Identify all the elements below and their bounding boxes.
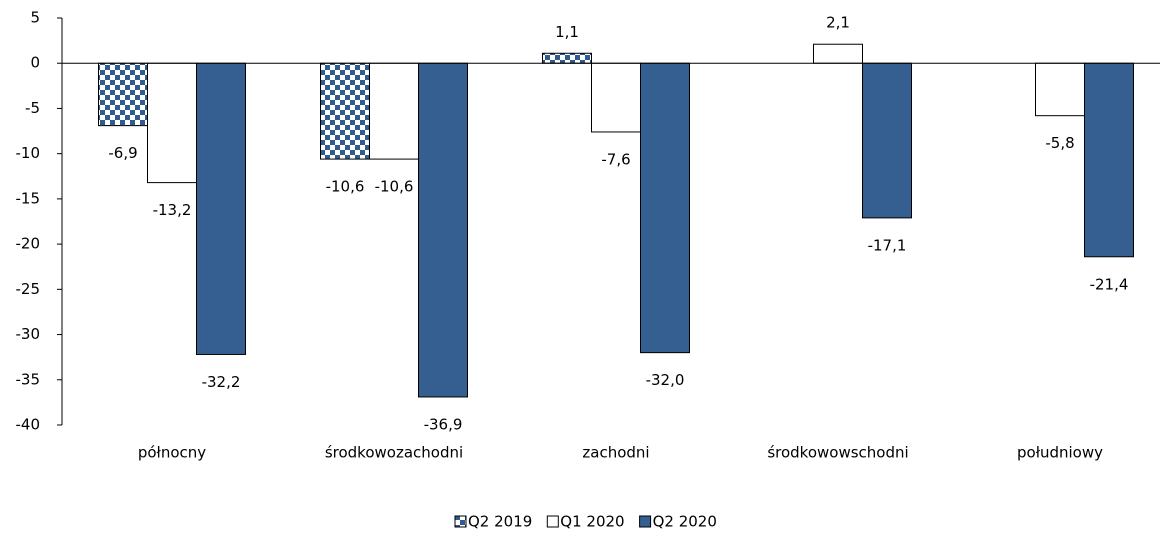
x-tick-label: środkowozachodni: [325, 444, 463, 462]
x-tick-label: północny: [138, 444, 206, 462]
x-tick-label: południowy: [1017, 444, 1103, 462]
bar: [1084, 62, 1134, 258]
bar: [147, 62, 197, 184]
data-label: -32,0: [646, 371, 685, 389]
legend-label: Q2 2019: [468, 513, 532, 531]
x-tick-label: środkowowschodni: [767, 444, 908, 462]
y-tick-label: -35: [16, 370, 41, 388]
data-label: -6,9: [108, 144, 137, 162]
y-tick-label: -25: [16, 280, 41, 298]
data-label: -13,2: [153, 201, 192, 219]
bar: [813, 43, 863, 64]
bar: [418, 62, 468, 398]
y-tick-label: -15: [16, 189, 41, 207]
data-label: -17,1: [868, 236, 907, 254]
y-tick-label: -20: [16, 235, 41, 253]
bar: [591, 62, 641, 133]
bar: [320, 62, 370, 160]
y-tick-label: -5: [25, 99, 40, 117]
legend-label: Q2 2020: [653, 513, 717, 531]
data-label: -5,8: [1045, 134, 1074, 152]
data-label: -10,6: [326, 178, 365, 196]
data-label: 1,1: [555, 23, 579, 41]
x-tick-label: zachodni: [582, 444, 649, 462]
data-label: -7,6: [601, 150, 630, 168]
bar: [640, 62, 690, 354]
bar: [98, 62, 148, 127]
y-tick-label: 0: [30, 54, 40, 72]
data-label: -10,6: [375, 178, 414, 196]
bar: [862, 62, 912, 219]
legend-swatch: [454, 515, 467, 528]
y-tick-label: -40: [16, 416, 41, 434]
legend-label: Q1 2020: [560, 513, 624, 531]
y-tick-label: -30: [16, 325, 41, 343]
bar: [1035, 62, 1085, 117]
legend-swatch: [546, 515, 559, 528]
data-label: -21,4: [1090, 275, 1129, 293]
y-tick-label: 5: [30, 9, 40, 27]
legend-swatch: [639, 515, 652, 528]
bar: [369, 62, 419, 160]
y-tick-label: -10: [16, 144, 41, 162]
data-label: -32,2: [202, 373, 241, 391]
bar: [542, 52, 592, 64]
data-label: -36,9: [424, 415, 463, 433]
bar: [196, 62, 246, 355]
data-label: 2,1: [826, 14, 850, 32]
